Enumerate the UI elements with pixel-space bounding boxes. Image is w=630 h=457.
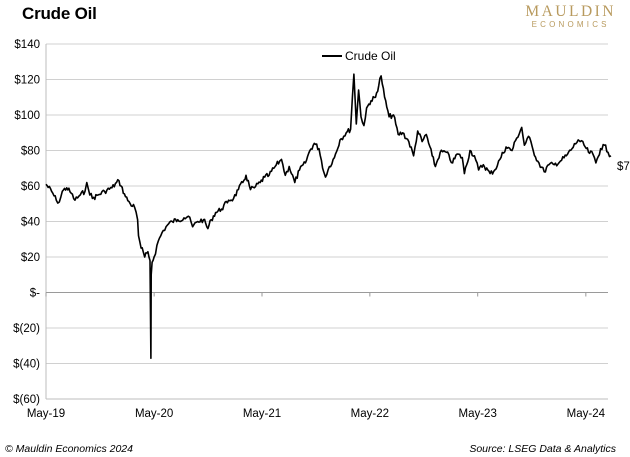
x-tick-label: May-24 [567, 408, 606, 420]
source-note: Source: LSEG Data & Analytics [469, 443, 616, 455]
x-tick-label: May-23 [459, 408, 497, 420]
y-tick-label: $100 [14, 110, 40, 122]
axes [45, 44, 608, 400]
y-tick-label: $140 [14, 39, 40, 51]
y-tick-label: $20 [21, 252, 40, 264]
y-tick-label: $60 [21, 181, 40, 193]
y-tick-label: $40 [21, 217, 40, 229]
y-tick-label: $(60) [13, 394, 40, 406]
tick-labels: $140 $120 $100 $80 $60 $40 $20 $- $(20) $(40) $(60… [13, 39, 630, 420]
legend-label-crude-oil: Crude Oil [345, 49, 396, 63]
series-line-crude-oil [45, 73, 612, 359]
y-tick-label: $(20) [13, 323, 40, 335]
x-tick-label: May-22 [351, 408, 389, 420]
y-tick-label: $120 [14, 75, 40, 87]
series-layer [45, 73, 612, 359]
y-tick-label: $- [30, 288, 40, 300]
brand-subtitle: ECONOMICS [531, 19, 610, 29]
brand-name: MAULDIN [525, 3, 616, 20]
page-title: Crude Oil [22, 4, 97, 23]
y-tick-label: $80 [21, 146, 40, 158]
copyright-note: © Mauldin Economics 2024 [5, 443, 133, 455]
x-tick-label: May-21 [243, 408, 281, 420]
legend: Crude Oil [322, 49, 396, 63]
last-value-label: $76.87 [617, 161, 630, 173]
crude-oil-chart: $140 $120 $100 $80 $60 $40 $20 $- $(20) $(40) $(60… [13, 39, 630, 420]
x-tick-label: May-20 [135, 408, 173, 420]
brand-logo: MAULDIN ECONOMICS [525, 4, 616, 29]
x-tick-label: May-19 [27, 408, 65, 420]
y-tick-label: $(40) [13, 359, 40, 371]
